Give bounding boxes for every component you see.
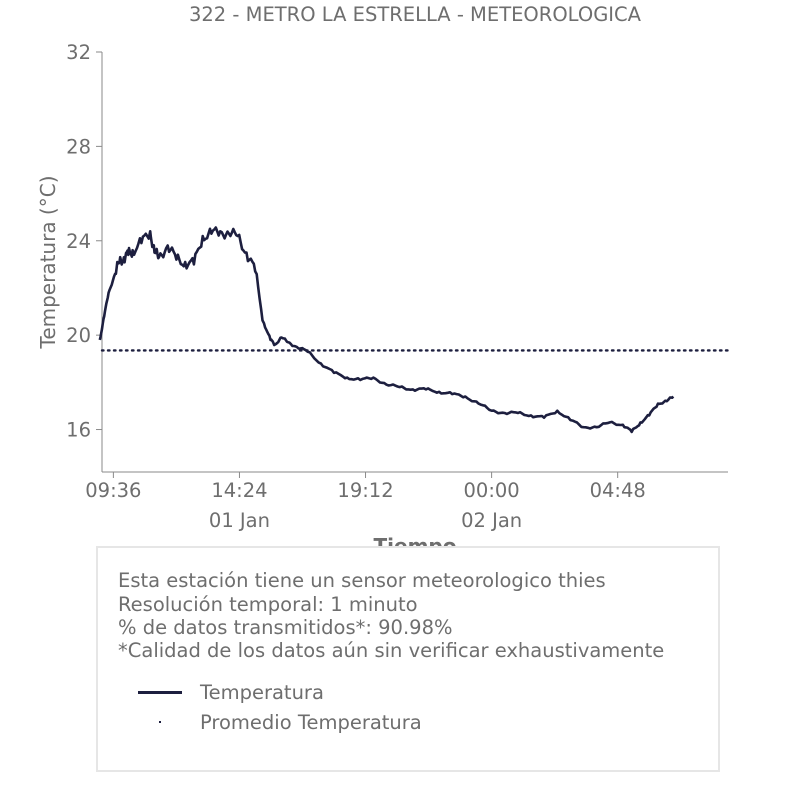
info-resolution-line: Resolución temporal: 1 minuto: [118, 593, 418, 616]
legend-item-promedio: Promedio Temperatura: [138, 711, 538, 735]
axes: 16 20 24 28 32 09:36 14:24 19:12 00:00 04:48 01 Ja…: [66, 41, 728, 532]
y-axis-label: Temperatura (°C): [36, 175, 60, 349]
legend-dot-swatch: [159, 721, 161, 723]
info-transmitted-line: % de datos transmitidos*: 90.98%: [118, 616, 453, 639]
legend-label: Temperatura: [200, 681, 324, 704]
legend-label: Promedio Temperatura: [200, 711, 422, 734]
info-sensor-line: Esta estación tiene un sensor meteorolog…: [118, 569, 606, 592]
x-date-label: 01 Jan: [209, 509, 270, 532]
chart-title: 322 - METRO LA ESTRELLA - METEOROLOGICA: [189, 3, 642, 26]
legend-item-temperatura: Temperatura: [138, 681, 538, 705]
y-tick-label: 20: [66, 324, 91, 347]
temperature-series-line: [98, 226, 675, 434]
temperature-chart: 322 - METRO LA ESTRELLA - METEOROLOGICA …: [36, 3, 730, 558]
info-box: Esta estación tiene un sensor meteorolog…: [96, 546, 720, 772]
x-tick-label: 14:24: [211, 479, 267, 502]
y-tick-label: 28: [66, 135, 91, 158]
x-date-label: 02 Jan: [461, 509, 522, 532]
y-tick-label: 24: [66, 230, 91, 253]
y-tick-label: 16: [66, 419, 91, 442]
y-tick-label: 32: [66, 41, 91, 64]
x-tick-label: 19:12: [337, 479, 393, 502]
series-layer: [98, 226, 675, 434]
x-tick-label: 04:48: [590, 479, 646, 502]
info-quality-line: *Calidad de los datos aún sin verificar …: [118, 639, 665, 662]
x-tick-label: 00:00: [464, 479, 520, 502]
legend-line-swatch: [138, 691, 182, 694]
x-tick-label: 09:36: [85, 479, 141, 502]
